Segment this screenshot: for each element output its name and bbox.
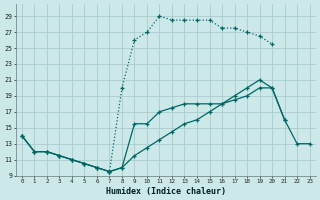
X-axis label: Humidex (Indice chaleur): Humidex (Indice chaleur): [106, 187, 226, 196]
